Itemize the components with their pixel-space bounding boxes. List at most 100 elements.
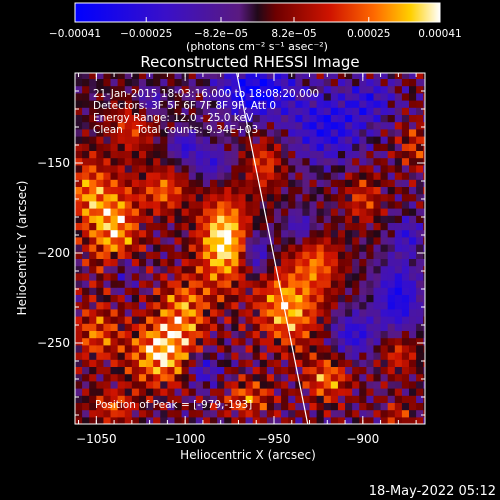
heatmap-cell: [380, 380, 389, 389]
heatmap-cell: [96, 280, 105, 288]
heatmap-cell: [138, 92, 147, 101]
heatmap-cell: [160, 265, 168, 274]
heatmap-cell: [103, 208, 112, 216]
heatmap-cell: [110, 92, 119, 101]
heatmap-cell: [174, 388, 183, 396]
heatmap-cell: [359, 128, 367, 137]
heatmap-cell: [238, 200, 247, 209]
heatmap-cell: [252, 236, 261, 245]
heatmap-cell: [252, 128, 261, 137]
heatmap-cell: [366, 323, 375, 331]
heatmap-cell: [366, 352, 375, 360]
heatmap-cell: [117, 157, 126, 166]
heatmap-cell: [359, 308, 367, 317]
heatmap-cell: [316, 136, 325, 144]
heatmap-cell: [224, 409, 232, 418]
heatmap-cell: [409, 380, 417, 389]
heatmap-cell: [409, 359, 417, 367]
heatmap-cell: [210, 280, 218, 288]
heatmap-cell: [423, 179, 425, 187]
heatmap-cell: [238, 172, 247, 180]
heatmap-cell: [288, 172, 296, 180]
heatmap-cell: [110, 208, 119, 216]
heatmap-cell: [373, 287, 382, 295]
heatmap-cell: [345, 179, 353, 187]
heatmap-cell: [288, 114, 296, 123]
heatmap-cell: [96, 359, 105, 367]
heatmap-cell: [103, 352, 112, 360]
heatmap-cell: [366, 330, 375, 339]
heatmap-cell: [387, 200, 396, 209]
heatmap-cell: [167, 330, 176, 339]
heatmap-cell: [131, 330, 140, 339]
heatmap-cell: [323, 366, 332, 375]
heatmap-cell: [117, 222, 126, 231]
heatmap-cell: [174, 208, 183, 216]
heatmap-cell: [423, 316, 425, 324]
heatmap-cell: [153, 121, 161, 130]
heatmap-cell: [387, 193, 396, 202]
heatmap-cell: [359, 157, 367, 166]
heatmap-cell: [330, 157, 339, 166]
heatmap-cell: [345, 409, 353, 418]
heatmap-cell: [202, 316, 211, 324]
heatmap-cell: [96, 344, 105, 353]
heatmap-cell: [309, 114, 318, 123]
heatmap-cell: [295, 251, 304, 259]
heatmap-cell: [330, 272, 339, 281]
heatmap-cell: [188, 186, 197, 195]
heatmap-cell: [373, 215, 382, 223]
heatmap-cell: [89, 164, 97, 173]
heatmap-cell: [352, 143, 360, 151]
heatmap-cell: [337, 179, 346, 187]
heatmap-cell: [309, 409, 318, 418]
heatmap-cell: [231, 265, 240, 274]
heatmap-cell: [124, 287, 133, 295]
heatmap-cell: [316, 337, 325, 346]
heatmap-cell: [423, 92, 425, 101]
heatmap-cell: [124, 244, 133, 252]
heatmap-cell: [259, 280, 268, 288]
heatmap-cell: [387, 359, 396, 367]
heatmap-cell: [366, 200, 375, 209]
heatmap-cell: [309, 236, 318, 245]
heatmap-cell: [373, 85, 382, 94]
heatmap-cell: [302, 251, 311, 259]
heatmap-cell: [302, 258, 311, 267]
heatmap-cell: [160, 150, 168, 159]
heatmap-cell: [110, 114, 119, 123]
heatmap-cell: [89, 200, 97, 209]
heatmap-cell: [89, 330, 97, 339]
heatmap-cell: [75, 251, 83, 259]
heatmap-cell: [124, 92, 133, 101]
heatmap-cell: [75, 121, 83, 130]
heatmap-cell: [231, 352, 240, 360]
heatmap-cell: [238, 280, 247, 288]
heatmap-cell: [337, 330, 346, 339]
heatmap-cell: [195, 73, 204, 79]
heatmap-cell: [89, 359, 97, 367]
heatmap-cell: [380, 308, 389, 317]
heatmap-cell: [75, 78, 83, 87]
heatmap-cell: [273, 301, 282, 310]
heatmap-cell: [174, 337, 183, 346]
heatmap-cell: [387, 157, 396, 166]
heatmap-cell: [252, 287, 261, 295]
heatmap-cell: [259, 287, 268, 295]
heatmap-cell: [337, 258, 346, 267]
heatmap-cell: [380, 258, 389, 267]
heatmap-cell: [302, 366, 311, 375]
heatmap-cell: [302, 100, 311, 108]
heatmap-cell: [288, 323, 296, 331]
heatmap-cell: [146, 388, 154, 396]
heatmap-cell: [174, 150, 183, 159]
heatmap-cell: [131, 388, 140, 396]
heatmap-cell: [238, 78, 247, 87]
heatmap-cell: [245, 395, 254, 403]
heatmap-cell: [181, 280, 190, 288]
heatmap-cell: [96, 200, 105, 209]
heatmap-cell: [266, 157, 275, 166]
heatmap-cell: [273, 330, 282, 339]
heatmap-cell: [387, 337, 396, 346]
heatmap-cell: [210, 380, 218, 389]
